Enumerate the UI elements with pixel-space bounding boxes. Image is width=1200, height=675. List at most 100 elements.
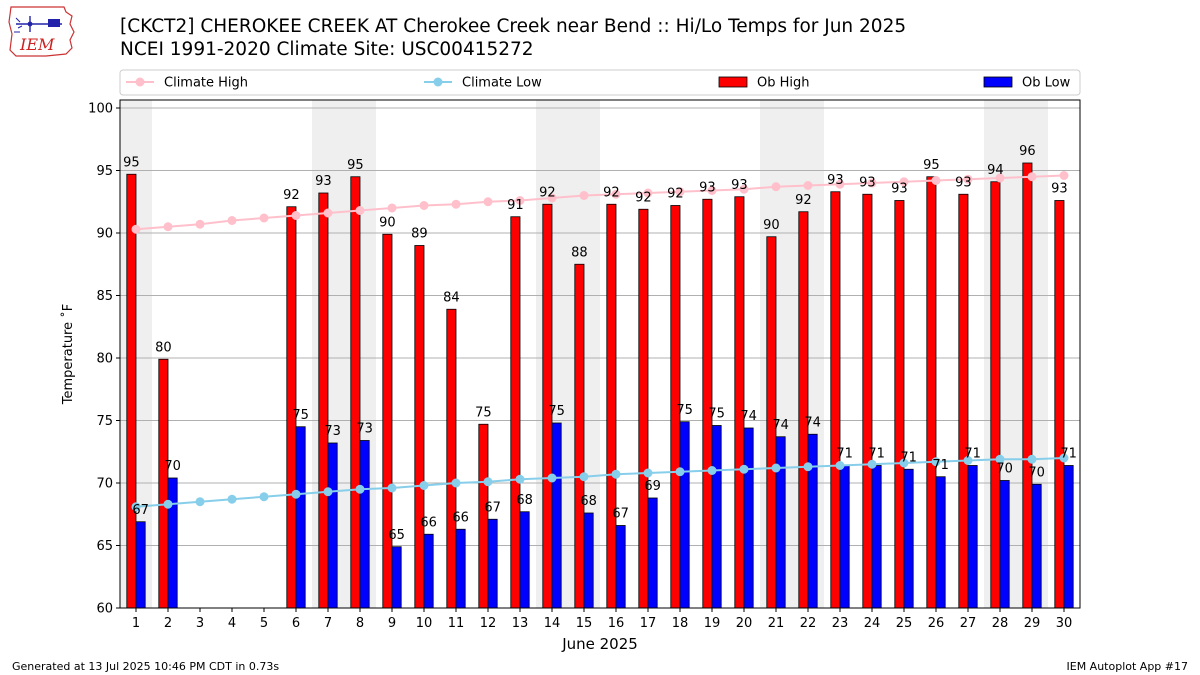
ob-low-bar-day-14 — [551, 422, 562, 609]
climate-high-point-day-12 — [483, 197, 493, 207]
ob-low-label-day-14: 75 — [548, 404, 565, 419]
ob-high-bar-day-13 — [510, 216, 521, 609]
climate-low-point-day-25 — [899, 458, 909, 468]
climate-low-point-day-6 — [291, 489, 301, 499]
ob-low-bar-day-24 — [871, 465, 882, 609]
ob-low-bar-day-19 — [711, 425, 722, 609]
legend-climate-high-marker — [135, 77, 145, 87]
ob-high-bar-day-12 — [478, 423, 489, 609]
ob-low-label-day-27: 71 — [964, 447, 981, 462]
x-tick-label-14: 14 — [544, 616, 561, 631]
climate-low-point-day-16 — [611, 469, 621, 479]
ob-high-label-day-24: 93 — [859, 175, 876, 190]
ob-low-label-day-24: 71 — [868, 447, 885, 462]
ob-high-bar-day-27 — [958, 193, 969, 609]
ob-high-label-day-11: 84 — [443, 290, 460, 305]
climate-high-point-day-30 — [1059, 171, 1069, 180]
x-tick-label-3: 3 — [196, 616, 204, 631]
ob-high-bar-day-25 — [894, 200, 905, 609]
climate-low-point-day-10 — [419, 481, 429, 490]
ob-high-label-day-9: 90 — [379, 215, 396, 230]
ob-high-label-day-6: 92 — [283, 188, 300, 203]
x-tick-label-1: 1 — [132, 616, 140, 631]
ob-low-bar-day-11 — [455, 528, 466, 609]
ob-low-bar-day-8 — [359, 440, 370, 609]
ob-low-label-day-2: 70 — [164, 459, 181, 474]
ob-low-label-day-1: 67 — [132, 503, 149, 518]
climate-low-point-day-15 — [579, 472, 589, 482]
ob-high-bar-day-11 — [446, 308, 457, 609]
ob-low-label-day-25: 71 — [900, 450, 917, 465]
ob-high-label-day-23: 93 — [827, 173, 844, 188]
ob-low-label-day-29: 70 — [1028, 465, 1045, 480]
ob-low-bar-day-15 — [583, 512, 594, 609]
ob-low-label-day-13: 68 — [516, 493, 533, 508]
climate-low-point-day-21 — [771, 463, 781, 473]
ob-high-label-day-25: 93 — [891, 182, 908, 197]
ob-high-label-day-7: 93 — [315, 174, 332, 189]
x-axis: 1 2 3 4 5 6 7 8 9 10 11 12 13 14 15 16 17 18 19 20 21 22 23 24 2… — [132, 608, 1072, 631]
legend-ob-low-swatch — [983, 76, 1013, 88]
climate-low-point-day-29 — [1027, 454, 1037, 464]
ob-high-bar-day-19 — [702, 198, 713, 609]
x-tick-label-15: 15 — [576, 616, 593, 631]
legend-frame — [119, 69, 1081, 96]
ob-high-label-day-29: 96 — [1019, 144, 1036, 159]
ob-high-label-day-14: 92 — [539, 185, 556, 200]
climate-high-point-day-10 — [419, 201, 429, 210]
climate-high-point-day-7 — [323, 208, 333, 218]
y-tick-label-60: 60 — [96, 602, 113, 617]
climate-high-point-day-24 — [867, 178, 877, 188]
ob-high-bar-day-23 — [830, 191, 841, 609]
x-tick-label-22: 22 — [800, 616, 817, 631]
ob-high-label-day-8: 95 — [347, 158, 364, 173]
climate-low-point-day-5 — [259, 492, 269, 502]
ob-low-label-day-9: 65 — [388, 528, 405, 543]
ob-high-bar-day-30 — [1054, 200, 1065, 609]
y-tick-label-100: 100 — [88, 102, 113, 117]
ob-low-bar-day-25 — [903, 468, 914, 609]
ob-high-bar-day-2 — [158, 358, 169, 609]
climate-low-point-day-26 — [931, 457, 941, 467]
x-tick-label-23: 23 — [832, 616, 849, 631]
climate-high-point-day-5 — [259, 213, 269, 223]
ob-low-label-day-26: 71 — [932, 458, 949, 473]
grid-lines — [120, 107, 1080, 609]
ob-low-label-day-11: 66 — [452, 510, 469, 525]
ob-low-bar-day-27 — [967, 465, 978, 609]
ob-high-bar-day-16 — [606, 203, 617, 609]
legend: Climate High Climate Low Ob High Ob Low — [119, 69, 1081, 96]
climate-low-point-day-4 — [227, 494, 237, 504]
ob-high-bar-day-24 — [862, 193, 873, 609]
ob-low-label-day-30: 71 — [1060, 447, 1077, 462]
x-tick-label-2: 2 — [164, 616, 172, 631]
climate-high-point-day-3 — [195, 219, 205, 229]
climate-high-point-day-13 — [515, 196, 525, 205]
ob-low-bar-day-23 — [839, 465, 850, 609]
climate-high-point-day-8 — [355, 206, 365, 215]
climate-high-point-day-28 — [995, 173, 1005, 183]
ob-low-bar-day-17 — [647, 497, 658, 609]
y-axis-title: Temperature ˚F — [60, 304, 76, 405]
climate-low-point-day-27 — [963, 456, 973, 465]
ob-high-bar-day-7 — [318, 192, 329, 609]
climate-high-point-day-2 — [163, 222, 173, 232]
ob-high-bar-day-29 — [1022, 162, 1033, 609]
climate-high-point-day-23 — [835, 179, 845, 189]
ob-low-bar-day-18 — [679, 421, 690, 609]
ob-low-label-day-21: 74 — [772, 418, 789, 433]
ob-high-label-day-30: 93 — [1051, 182, 1068, 197]
x-tick-label-20: 20 — [736, 616, 753, 631]
legend-ob-high-swatch — [718, 76, 748, 88]
climate-low-point-day-24 — [867, 459, 877, 469]
climate-low-point-day-3 — [195, 497, 205, 507]
ob-low-bar-day-7 — [327, 442, 338, 609]
climate-low-point-day-22 — [803, 462, 813, 472]
climate-low-point-day-28 — [995, 454, 1005, 464]
ob-low-bar-day-21 — [775, 436, 786, 609]
climate-low-point-day-9 — [387, 483, 397, 493]
climate-low-point-day-23 — [835, 461, 845, 470]
climate-low-point-day-2 — [163, 499, 173, 509]
ob-high-label-day-28: 94 — [987, 163, 1004, 178]
y-tick-label-95: 95 — [96, 164, 113, 179]
